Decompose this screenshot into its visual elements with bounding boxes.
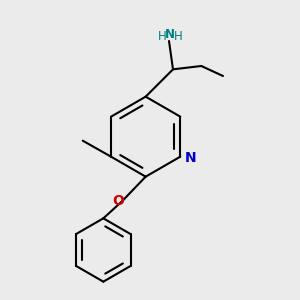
Text: O: O: [112, 194, 124, 208]
Text: H: H: [158, 31, 167, 44]
Text: N: N: [185, 151, 197, 165]
Text: N: N: [165, 28, 175, 41]
Text: H: H: [174, 31, 183, 44]
